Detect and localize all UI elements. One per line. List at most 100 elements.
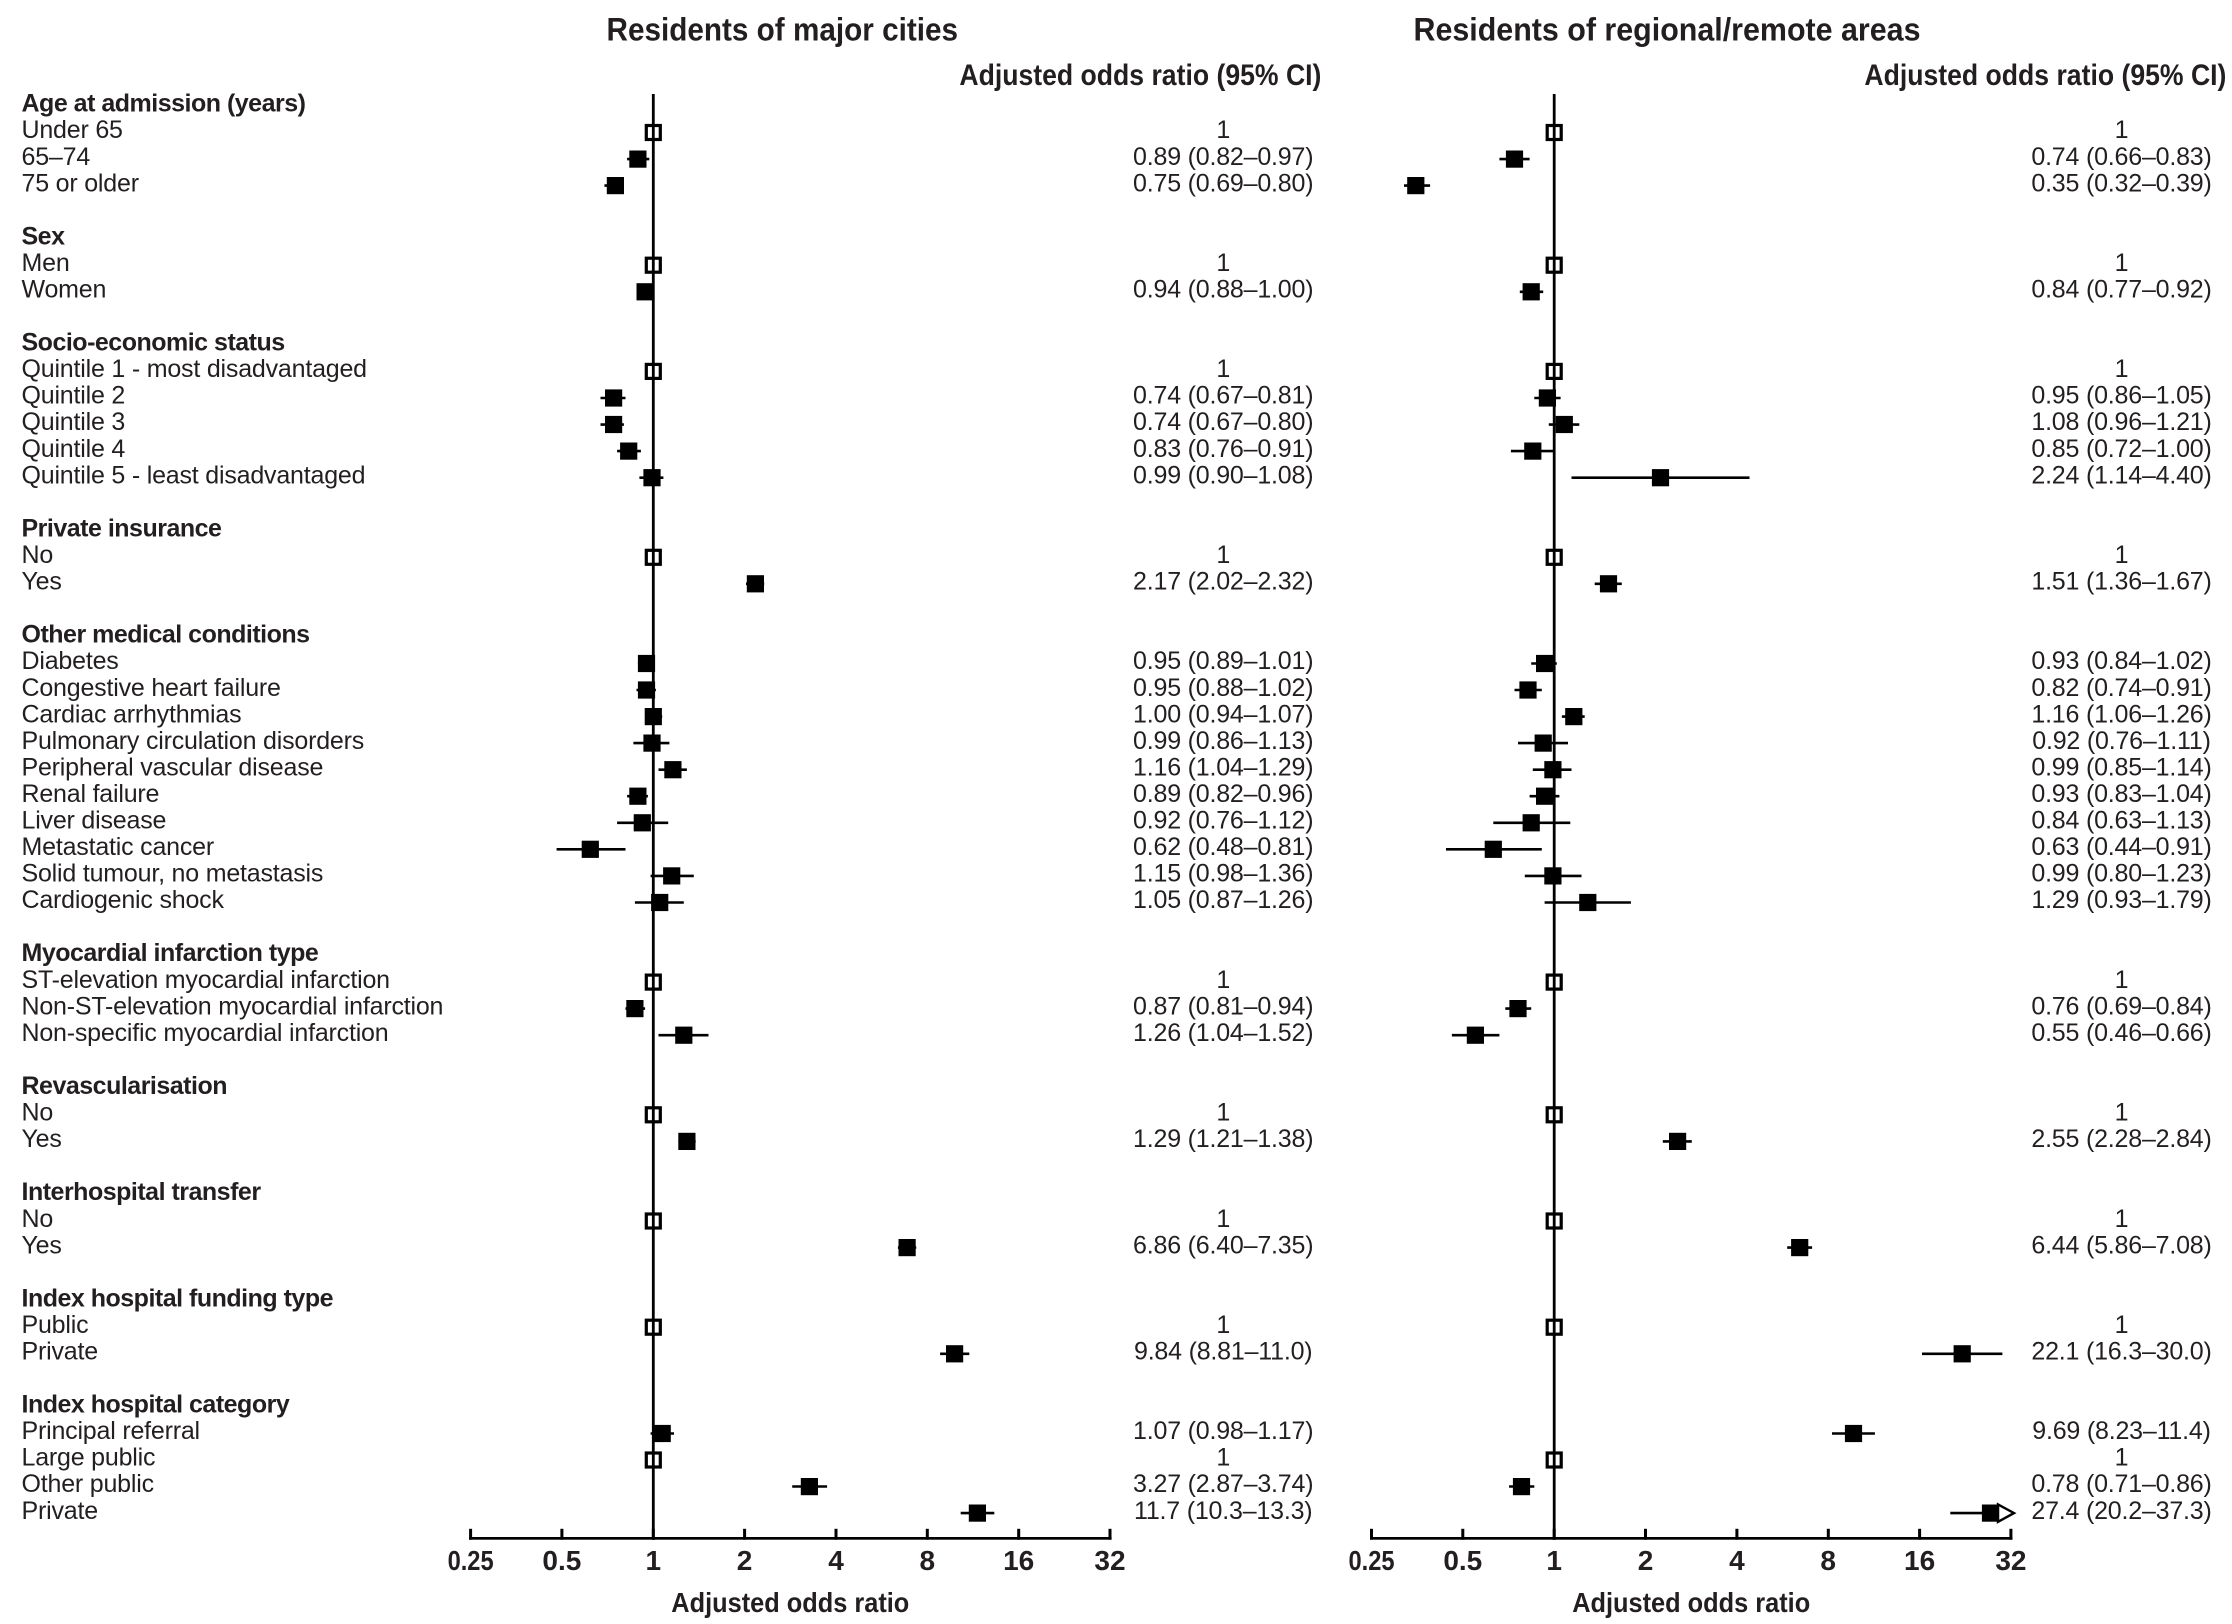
svg-text:1.08 (0.96–1.21): 1.08 (0.96–1.21) [2031, 408, 2211, 436]
svg-text:No: No [22, 1099, 54, 1127]
svg-text:Quintile 2: Quintile 2 [22, 382, 126, 410]
svg-text:0.99 (0.90–1.08): 0.99 (0.90–1.08) [1133, 461, 1313, 489]
svg-text:Metastatic cancer: Metastatic cancer [22, 833, 215, 861]
svg-text:No: No [22, 1205, 54, 1233]
svg-text:1: 1 [1546, 1545, 1562, 1576]
svg-text:3.27 (2.87–3.74): 3.27 (2.87–3.74) [1133, 1470, 1313, 1498]
svg-text:0.87 (0.81–0.94): 0.87 (0.81–0.94) [1133, 992, 1313, 1020]
svg-text:1: 1 [1216, 1205, 1230, 1233]
svg-text:0.95 (0.86–1.05): 0.95 (0.86–1.05) [2031, 382, 2211, 410]
svg-text:2.17 (2.02–2.32): 2.17 (2.02–2.32) [1133, 568, 1313, 596]
svg-text:1: 1 [2115, 966, 2129, 994]
svg-text:2.24 (1.14–4.40): 2.24 (1.14–4.40) [2031, 461, 2211, 489]
svg-text:0.84 (0.63–1.13): 0.84 (0.63–1.13) [2031, 807, 2211, 835]
svg-text:Myocardial infarction type: Myocardial infarction type [22, 939, 319, 967]
svg-text:0.35 (0.32–0.39): 0.35 (0.32–0.39) [2031, 169, 2211, 197]
svg-text:27.4 (20.2–37.3): 27.4 (20.2–37.3) [2031, 1497, 2211, 1525]
svg-text:2.55 (2.28–2.84): 2.55 (2.28–2.84) [2031, 1125, 2211, 1153]
svg-text:1: 1 [1216, 355, 1230, 383]
svg-text:ST-elevation myocardial infarc: ST-elevation myocardial infarction [22, 966, 390, 994]
svg-text:Adjusted odds ratio (95% CI): Adjusted odds ratio (95% CI) [1864, 59, 2226, 92]
svg-text:0.89 (0.82–0.97): 0.89 (0.82–0.97) [1133, 143, 1313, 171]
svg-text:Non-ST-elevation myocardial in: Non-ST-elevation myocardial infarction [22, 992, 444, 1020]
svg-text:1: 1 [2115, 355, 2129, 383]
svg-text:Interhospital transfer: Interhospital transfer [22, 1178, 262, 1206]
svg-text:0.85 (0.72–1.00): 0.85 (0.72–1.00) [2031, 435, 2211, 463]
svg-text:22.1 (16.3–30.0): 22.1 (16.3–30.0) [2031, 1338, 2211, 1366]
svg-text:1.05 (0.87–1.26): 1.05 (0.87–1.26) [1133, 886, 1313, 914]
svg-text:0.93 (0.84–1.02): 0.93 (0.84–1.02) [2031, 647, 2211, 675]
svg-text:1: 1 [2115, 1099, 2129, 1127]
svg-text:Private: Private [22, 1338, 98, 1366]
svg-text:0.25: 0.25 [448, 1545, 494, 1576]
svg-text:1: 1 [2115, 116, 2129, 144]
svg-text:0.75 (0.69–0.80): 0.75 (0.69–0.80) [1133, 169, 1313, 197]
svg-text:1: 1 [1216, 1099, 1230, 1127]
svg-text:16: 16 [1003, 1545, 1034, 1576]
svg-text:75 or older: 75 or older [22, 169, 139, 197]
svg-text:1: 1 [2115, 1311, 2129, 1339]
svg-text:0.99 (0.85–1.14): 0.99 (0.85–1.14) [2031, 753, 2211, 781]
svg-text:Adjusted odds ratio: Adjusted odds ratio [671, 1587, 909, 1618]
svg-text:Revascularisation: Revascularisation [22, 1072, 228, 1100]
svg-text:1.16 (1.06–1.26): 1.16 (1.06–1.26) [2031, 700, 2211, 728]
svg-text:0.93 (0.83–1.04): 0.93 (0.83–1.04) [2031, 780, 2211, 808]
svg-text:0.74 (0.67–0.80): 0.74 (0.67–0.80) [1133, 408, 1313, 436]
svg-text:Private insurance: Private insurance [22, 515, 223, 543]
svg-text:65–74: 65–74 [22, 143, 91, 171]
svg-text:1: 1 [2115, 249, 2129, 277]
svg-text:Under 65: Under 65 [22, 116, 123, 144]
svg-text:Adjusted odds ratio (95% CI): Adjusted odds ratio (95% CI) [959, 59, 1321, 92]
svg-text:0.63 (0.44–0.91): 0.63 (0.44–0.91) [2031, 833, 2211, 861]
svg-text:Renal failure: Renal failure [22, 780, 160, 808]
svg-text:Index hospital category: Index hospital category [22, 1391, 290, 1419]
svg-text:0.55 (0.46–0.66): 0.55 (0.46–0.66) [2031, 1019, 2211, 1047]
svg-text:0.92 (0.76–1.12): 0.92 (0.76–1.12) [1133, 807, 1313, 835]
svg-text:1: 1 [1216, 116, 1230, 144]
svg-text:Private: Private [22, 1497, 98, 1525]
svg-text:1.15 (0.98–1.36): 1.15 (0.98–1.36) [1133, 860, 1313, 888]
svg-text:Quintile 5 - least disadvantag: Quintile 5 - least disadvantaged [22, 461, 366, 489]
svg-text:Principal referral: Principal referral [22, 1417, 200, 1445]
svg-text:Quintile 3: Quintile 3 [22, 408, 126, 436]
svg-text:1: 1 [1216, 249, 1230, 277]
svg-text:1.51 (1.36–1.67): 1.51 (1.36–1.67) [2031, 568, 2211, 596]
svg-text:Sex: Sex [22, 222, 66, 250]
svg-text:Adjusted odds ratio: Adjusted odds ratio [1572, 1587, 1810, 1618]
svg-text:Age at admission (years): Age at admission (years) [22, 90, 306, 118]
svg-text:No: No [22, 541, 54, 569]
svg-text:0.95 (0.88–1.02): 0.95 (0.88–1.02) [1133, 674, 1313, 702]
svg-text:1.07 (0.98–1.17): 1.07 (0.98–1.17) [1133, 1417, 1313, 1445]
svg-text:1.16 (1.04–1.29): 1.16 (1.04–1.29) [1133, 753, 1313, 781]
svg-text:2: 2 [737, 1545, 753, 1576]
svg-text:0.89 (0.82–0.96): 0.89 (0.82–0.96) [1133, 780, 1313, 808]
svg-text:0.82 (0.74–0.91): 0.82 (0.74–0.91) [2031, 674, 2211, 702]
svg-text:0.95 (0.89–1.01): 0.95 (0.89–1.01) [1133, 647, 1313, 675]
svg-text:8: 8 [920, 1545, 936, 1576]
svg-text:0.94 (0.88–1.00): 0.94 (0.88–1.00) [1133, 276, 1313, 304]
svg-text:Congestive heart failure: Congestive heart failure [22, 674, 281, 702]
svg-text:Peripheral vascular disease: Peripheral vascular disease [22, 753, 324, 781]
svg-text:Liver disease: Liver disease [22, 807, 167, 835]
svg-text:Women: Women [22, 276, 107, 304]
svg-text:1: 1 [646, 1545, 662, 1576]
svg-text:0.74 (0.66–0.83): 0.74 (0.66–0.83) [2031, 143, 2211, 171]
svg-text:1.00 (0.94–1.07): 1.00 (0.94–1.07) [1133, 700, 1313, 728]
svg-text:0.62 (0.48–0.81): 0.62 (0.48–0.81) [1133, 833, 1313, 861]
svg-text:Other public: Other public [22, 1470, 154, 1498]
svg-text:Men: Men [22, 249, 70, 277]
svg-text:0.84 (0.77–0.92): 0.84 (0.77–0.92) [2031, 276, 2211, 304]
svg-text:1: 1 [1216, 966, 1230, 994]
svg-text:32: 32 [1094, 1545, 1125, 1576]
svg-text:6.44 (5.86–7.08): 6.44 (5.86–7.08) [2031, 1231, 2211, 1259]
svg-text:0.92 (0.76–1.11): 0.92 (0.76–1.11) [2032, 727, 2210, 755]
svg-text:2: 2 [1638, 1545, 1654, 1576]
svg-text:1: 1 [1216, 541, 1230, 569]
svg-text:0.76 (0.69–0.84): 0.76 (0.69–0.84) [2031, 992, 2211, 1020]
svg-text:8: 8 [1820, 1545, 1836, 1576]
svg-text:1: 1 [1216, 1311, 1230, 1339]
svg-text:Diabetes: Diabetes [22, 647, 119, 675]
svg-text:1: 1 [2115, 541, 2129, 569]
svg-text:Yes: Yes [22, 568, 62, 596]
svg-text:Socio-economic status: Socio-economic status [22, 329, 285, 357]
